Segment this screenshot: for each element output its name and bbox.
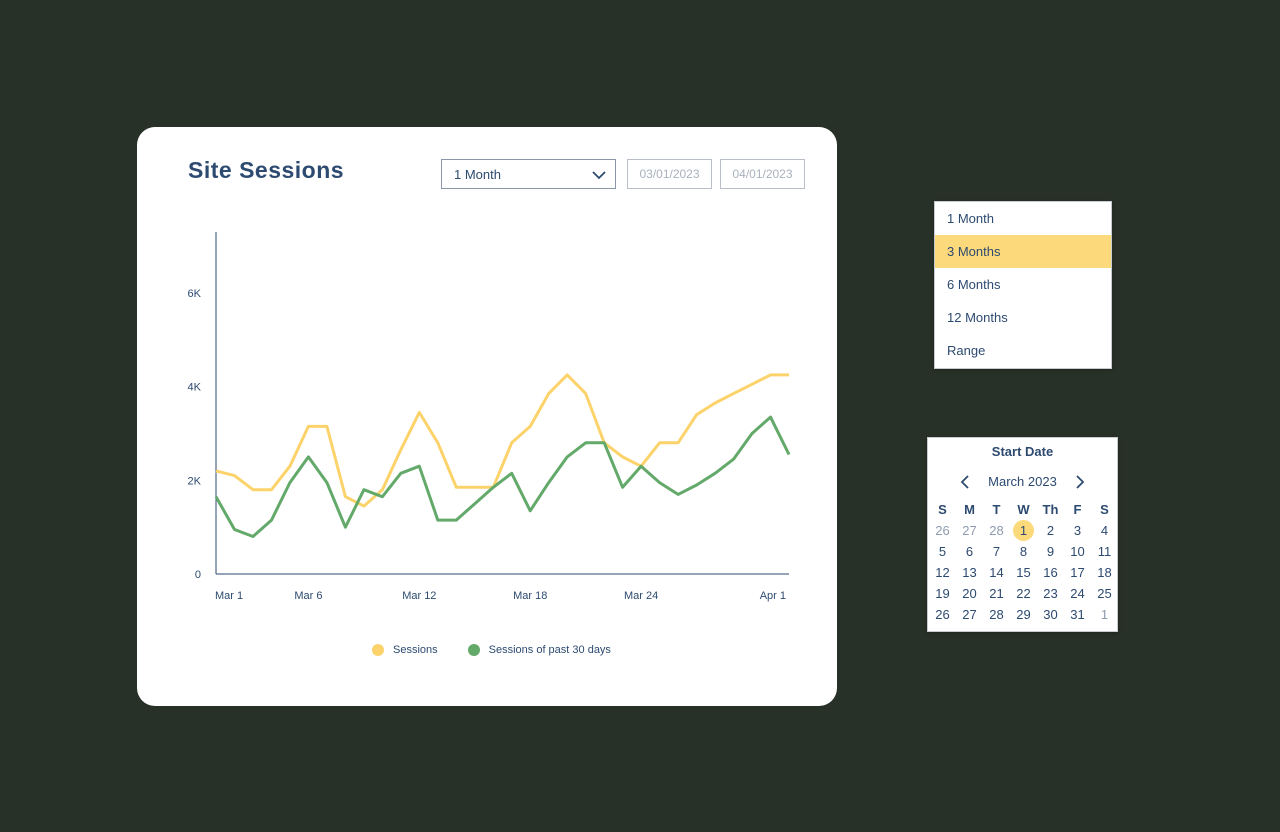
y-tick-label: 0 <box>195 569 201 581</box>
calendar-day[interactable]: 20 <box>962 586 977 601</box>
calendar-day[interactable]: 19 <box>935 586 950 601</box>
legend-item-past30: Sessions of past 30 days <box>467 644 611 656</box>
calendar-day[interactable]: 1 <box>1100 607 1109 622</box>
x-tick-label: Mar 6 <box>294 590 322 602</box>
calendar-day[interactable]: 18 <box>1097 565 1112 580</box>
calendar-day[interactable]: 22 <box>1016 586 1031 601</box>
calendar-day[interactable]: 5 <box>938 544 947 559</box>
legend-label-sessions: Sessions <box>393 644 438 656</box>
calendar-day[interactable]: 28 <box>989 607 1004 622</box>
calendar-day[interactable]: 10 <box>1070 544 1085 559</box>
menu-option-3-months[interactable]: 3 Months <box>935 235 1111 268</box>
weekday-header: S <box>938 502 947 517</box>
calendar-day[interactable]: 29 <box>1016 607 1031 622</box>
weekday-header: W <box>1017 502 1030 517</box>
calendar-day[interactable]: 26 <box>935 607 950 622</box>
calendar-day[interactable]: 8 <box>1019 544 1028 559</box>
calendar-day[interactable]: 7 <box>992 544 1001 559</box>
calendar-day[interactable]: 25 <box>1097 586 1112 601</box>
menu-option-12-months[interactable]: 12 Months <box>947 310 1008 325</box>
period-dropdown-menu: 1 Month 3 Months 6 Months 12 Months Range <box>934 201 1112 369</box>
site-sessions-card: Site Sessions 1 Month 03/01/2023 04/01/2… <box>137 127 837 706</box>
chevron-down-icon <box>592 171 606 180</box>
chevron-right-icon[interactable] <box>1073 474 1087 490</box>
calendar-day[interactable]: 30 <box>1043 607 1058 622</box>
calendar-day[interactable]: 14 <box>989 565 1004 580</box>
start-date-calendar: Start Date March 2023 S M T W Th F S 26 27 28 1 2 3 4… <box>927 437 1118 632</box>
x-tick-label: Mar 24 <box>624 590 658 602</box>
calendar-nav: March 2023 <box>928 472 1117 492</box>
chart-legend: Sessions Sessions of past 30 days <box>372 644 641 656</box>
series-line-past30 <box>214 415 791 538</box>
weekday-header: T <box>992 502 1001 517</box>
y-tick-label: 2K <box>188 475 202 487</box>
calendar-day[interactable]: 17 <box>1070 565 1085 580</box>
calendar-grid: S M T W Th F S 26 27 28 1 2 3 4 5 6 7 8 9 10 11 12 13 14 15 16 17 1… <box>929 499 1118 625</box>
calendar-title: Start Date <box>991 444 1054 459</box>
start-date-placeholder: 03/01/2023 <box>639 167 700 181</box>
calendar-day[interactable]: 27 <box>962 523 977 538</box>
calendar-day[interactable]: 9 <box>1046 544 1055 559</box>
calendar-day[interactable]: 15 <box>1016 565 1031 580</box>
legend-item-sessions: Sessions <box>372 644 438 656</box>
calendar-day-selected[interactable]: 1 <box>1010 520 1037 541</box>
sessions-line-chart: 0 2K 4K 6K Mar 1 Mar 6 Mar 12 Mar 18 Mar 24 Apr 1 <box>188 232 791 602</box>
x-tick-label: Mar 18 <box>513 590 547 602</box>
period-select[interactable]: 1 Month <box>441 159 616 189</box>
chevron-left-icon[interactable] <box>958 474 972 490</box>
weekday-header: S <box>1100 502 1109 517</box>
legend-swatch-sessions <box>372 644 384 656</box>
calendar-day[interactable]: 12 <box>935 565 950 580</box>
start-date-field[interactable]: 03/01/2023 <box>627 159 712 189</box>
calendar-day[interactable]: 24 <box>1070 586 1085 601</box>
y-tick-label: 6K <box>188 288 202 300</box>
period-select-value: 1 Month <box>454 166 501 182</box>
x-tick-label: Mar 1 <box>215 590 243 602</box>
calendar-day[interactable]: 16 <box>1043 565 1058 580</box>
weekday-header: Th <box>1042 502 1059 517</box>
weekday-header: M <box>964 502 975 517</box>
calendar-day[interactable]: 23 <box>1043 586 1058 601</box>
menu-option-6-months[interactable]: 6 Months <box>947 277 1001 292</box>
x-tick-label: Apr 1 <box>760 590 786 602</box>
calendar-day[interactable]: 27 <box>962 607 977 622</box>
x-tick-label: Mar 12 <box>402 590 436 602</box>
menu-option-1-month[interactable]: 1 Month <box>947 211 994 226</box>
calendar-day[interactable]: 4 <box>1100 523 1109 538</box>
calendar-day[interactable]: 11 <box>1097 544 1112 559</box>
calendar-day[interactable]: 21 <box>989 586 1004 601</box>
end-date-placeholder: 04/01/2023 <box>732 167 793 181</box>
calendar-day[interactable]: 28 <box>989 523 1004 538</box>
calendar-day[interactable]: 13 <box>962 565 977 580</box>
menu-option-range[interactable]: Range <box>947 343 986 358</box>
calendar-day[interactable]: 3 <box>1073 523 1082 538</box>
weekday-header: F <box>1073 502 1082 517</box>
calendar-day[interactable]: 26 <box>935 523 950 538</box>
calendar-day[interactable]: 6 <box>965 544 974 559</box>
legend-label-past30: Sessions of past 30 days <box>488 644 611 656</box>
calendar-month: March 2023 <box>988 474 1057 489</box>
card-title: Site Sessions <box>188 157 345 183</box>
y-tick-label: 4K <box>188 382 202 394</box>
calendar-day[interactable]: 31 <box>1070 607 1085 622</box>
series-line-sessions <box>215 373 789 508</box>
calendar-day[interactable]: 2 <box>1046 523 1055 538</box>
end-date-field[interactable]: 04/01/2023 <box>720 159 805 189</box>
legend-swatch-past30 <box>467 644 480 656</box>
